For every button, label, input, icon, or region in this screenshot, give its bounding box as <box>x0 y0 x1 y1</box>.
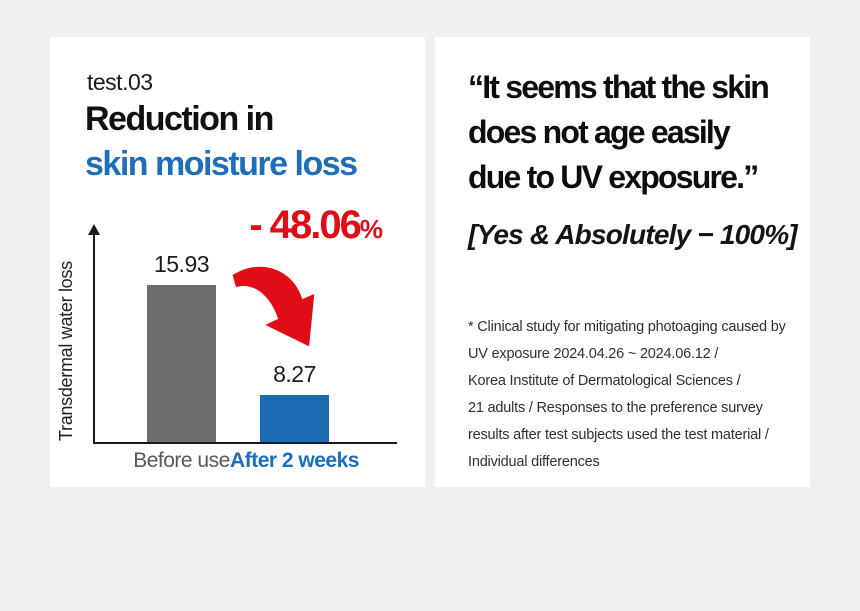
y-axis-label: Transdermal water loss <box>56 261 76 442</box>
category-label-before: Before use <box>133 449 230 472</box>
reduction-percentage: - 48.06% <box>249 203 383 248</box>
disclaimer-line-5: results after test subjects used the tes… <box>468 427 769 443</box>
survey-quote-card: “It seems that the skin does not age eas… <box>435 37 810 487</box>
percent-sign: % <box>359 214 383 244</box>
survey-result: [Yes & Absolutely − 100%] <box>468 219 798 250</box>
reduction-value: - 48.06 <box>249 203 362 247</box>
clinical-study-disclaimer: * Clinical study for mitigating photoagi… <box>468 314 786 476</box>
decrease-arrow-icon <box>232 266 315 347</box>
test-number-label: test.03 <box>87 69 153 95</box>
card-title-line1: Reduction in <box>85 100 274 138</box>
bar-value-after: 8.27 <box>273 361 316 387</box>
card-title-line2: skin moisture loss <box>85 145 358 183</box>
bar-after-2-weeks <box>260 395 329 442</box>
quote-line-3: due to UV exposure.” <box>468 159 759 195</box>
quote-line-1: “It seems that the skin <box>468 69 770 105</box>
quote-text: “It seems that the skin does not age eas… <box>468 65 770 200</box>
disclaimer-line-4: 21 adults / Responses to the preference … <box>468 400 763 416</box>
bar-before-use <box>147 285 216 442</box>
disclaimer-line-1: * Clinical study for mitigating photoagi… <box>468 319 786 335</box>
x-axis-line <box>93 442 397 444</box>
category-label-after: After 2 weeks <box>230 449 359 472</box>
test-result-card: test.03 Reduction in skin moisture loss … <box>50 37 425 487</box>
disclaimer-line-6: Individual differences <box>468 454 600 470</box>
disclaimer-line-3: Korea Institute of Dermatological Scienc… <box>468 373 741 389</box>
quote-line-2: does not age easily <box>468 114 731 150</box>
disclaimer-line-2: UV exposure 2024.04.26 ~ 2024.06.12 / <box>468 346 719 362</box>
y-axis-line <box>93 233 95 442</box>
bar-chart: Transdermal water loss 15.93 8.27 Before… <box>50 37 425 487</box>
y-axis-arrow-icon <box>88 224 100 235</box>
bar-value-before: 15.93 <box>153 251 210 277</box>
